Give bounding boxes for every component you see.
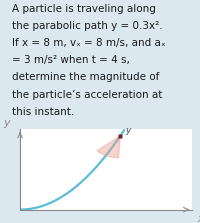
Text: the parabolic path y = 0.3x².: the parabolic path y = 0.3x². [12,21,163,31]
Text: determine the magnitude of: determine the magnitude of [12,72,159,83]
Text: A particle is traveling along: A particle is traveling along [12,4,156,14]
Text: x: x [197,214,200,223]
Text: y: y [3,118,10,128]
Polygon shape [97,136,120,158]
Text: = 3 m/s² when t = 4 s,: = 3 m/s² when t = 4 s, [12,55,130,65]
Text: this instant.: this instant. [12,107,74,117]
Text: y: y [125,126,131,135]
Text: If x = 8 m, vₓ = 8 m/s, and aₓ: If x = 8 m, vₓ = 8 m/s, and aₓ [12,38,166,48]
Text: the particle’s acceleration at: the particle’s acceleration at [12,90,162,100]
